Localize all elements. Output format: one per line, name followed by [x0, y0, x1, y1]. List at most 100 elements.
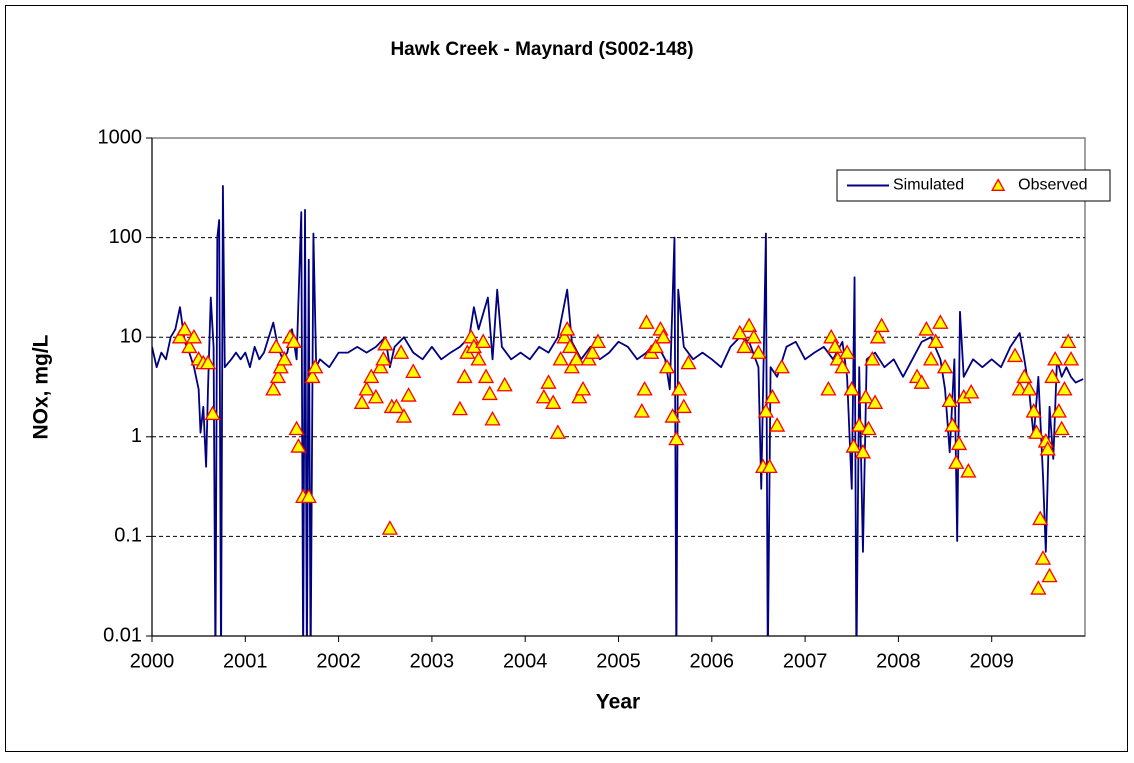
- observed-marker: [950, 435, 968, 451]
- x-tick-label: 2003: [410, 650, 455, 672]
- observed-marker: [269, 368, 287, 384]
- x-tick-label: 2001: [223, 650, 268, 672]
- observed-marker: [1034, 550, 1052, 565]
- observed-marker: [462, 328, 480, 344]
- observed-marker: [668, 430, 685, 446]
- observed-marker: [960, 463, 977, 478]
- observed-marker: [731, 324, 748, 340]
- y-tick-label: 100: [109, 226, 142, 248]
- observed-marker: [388, 398, 405, 414]
- observed-marker: [636, 380, 653, 396]
- observed-marker: [1016, 368, 1033, 384]
- x-tick-label: 2009: [969, 650, 1014, 672]
- observed-marker: [393, 344, 410, 359]
- x-tick-label: 2005: [596, 650, 641, 672]
- observed-marker: [826, 338, 844, 354]
- legend-label: Simulated: [893, 177, 964, 194]
- observed-marker: [1062, 350, 1080, 366]
- observed-marker: [395, 408, 413, 423]
- observed-marker: [1030, 580, 1047, 595]
- observed-marker: [561, 338, 579, 354]
- observed-marker: [655, 328, 672, 344]
- observed-marker: [181, 338, 198, 354]
- observed-marker: [1032, 510, 1049, 526]
- observed-marker: [451, 400, 468, 416]
- observed-marker: [307, 358, 324, 374]
- observed-marker: [353, 394, 371, 409]
- observed-marker: [571, 388, 588, 404]
- observed-marker: [769, 417, 786, 432]
- observed-marker: [936, 358, 954, 374]
- legend: Simulated Observed: [836, 169, 1111, 202]
- observed-marker: [869, 328, 886, 344]
- observed-marker: [1006, 347, 1024, 363]
- axes: 0.01 0.1 1 10 100 1000 2000 2001 2002 2003 2004 200…: [98, 126, 1085, 672]
- observed-marker: [477, 368, 495, 384]
- observed-marker: [456, 368, 473, 384]
- x-tick-label: 2000: [130, 650, 175, 672]
- observed-marker: [671, 380, 688, 396]
- observed-marker: [204, 405, 221, 421]
- observed-marker: [556, 328, 573, 344]
- observed-marker: [845, 438, 862, 453]
- observed-marker: [913, 374, 930, 389]
- observed-marker: [1053, 420, 1070, 436]
- observed-marker: [854, 443, 872, 459]
- observed-marker: [300, 488, 317, 504]
- observed-marker: [267, 338, 285, 354]
- observed-marker: [272, 358, 289, 374]
- y-tick-label: 1: [131, 425, 142, 447]
- observed-marker: [285, 333, 302, 349]
- y-axis-label: NOx, mg/L: [30, 334, 53, 439]
- observed-marker: [363, 368, 380, 384]
- observed-marker: [1039, 440, 1056, 456]
- observed-marker: [773, 358, 790, 374]
- observed-marker: [545, 394, 562, 409]
- observed-marker: [381, 520, 399, 535]
- y-tick-label: 10: [120, 325, 142, 347]
- observed-marker: [470, 350, 487, 366]
- observed-marker: [484, 410, 501, 426]
- observed-marker: [400, 387, 417, 402]
- observed-marker: [851, 417, 868, 432]
- observed-marker: [1060, 333, 1077, 349]
- observed-marker: [535, 388, 552, 404]
- observed-marker: [745, 328, 762, 344]
- observed-marker: [680, 354, 697, 370]
- observed-marker: [741, 317, 758, 333]
- observed-marker: [638, 314, 655, 329]
- observed-marker: [918, 320, 935, 336]
- observed-marker: [290, 438, 307, 453]
- observed-marker: [922, 350, 940, 366]
- observed-marker: [1041, 567, 1058, 583]
- observed-marker: [860, 420, 877, 436]
- observed-marker: [932, 314, 949, 329]
- observed-marker: [873, 317, 890, 333]
- observed-marker: [375, 350, 392, 366]
- observed-marker: [1028, 424, 1045, 439]
- observed-marker: [377, 335, 394, 351]
- observed-marker: [405, 363, 422, 378]
- x-tick-label: 2008: [876, 650, 921, 672]
- observed-marker: [574, 380, 592, 396]
- observed-marker: [675, 398, 692, 414]
- y-tick-label: 0.1: [114, 525, 142, 547]
- legend-marker: [991, 178, 1006, 191]
- observed-marker: [481, 385, 498, 401]
- observed-marker: [1020, 380, 1038, 396]
- observed-marker: [568, 350, 585, 366]
- observed-marker: [963, 383, 980, 399]
- legend-label: Observed: [1018, 177, 1087, 194]
- observed-marker: [764, 388, 781, 404]
- observed-marker: [838, 344, 856, 359]
- observed-marker: [1056, 380, 1073, 396]
- observed-marker: [1025, 403, 1042, 418]
- observed-marker: [1050, 403, 1067, 418]
- observed-marker: [559, 320, 576, 336]
- observed-marker: [864, 350, 881, 366]
- observed-marker: [757, 403, 775, 418]
- observed-marker: [948, 454, 965, 469]
- observed-marker: [185, 328, 203, 344]
- observed-marker: [475, 333, 492, 349]
- observed-marker: [358, 380, 375, 396]
